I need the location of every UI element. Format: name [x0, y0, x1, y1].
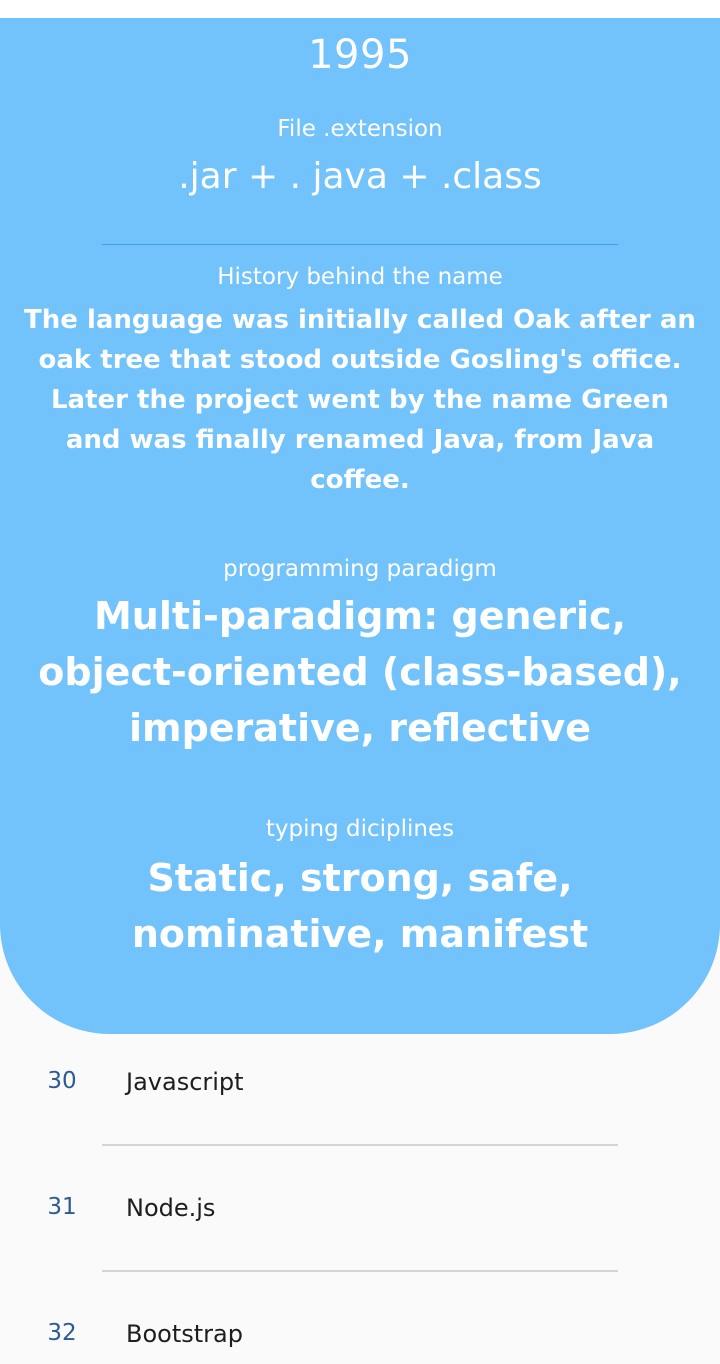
typing-label: typing diciplines	[265, 816, 455, 842]
list-item-number: 30	[47, 1068, 77, 1094]
list-item-name: Javascript	[126, 1068, 244, 1096]
paradigm-value: Multi-paradigm: generic, object-oriented…	[38, 594, 682, 750]
list-divider	[102, 1270, 618, 1272]
language-detail-card: 1995 File .extension .jar + . java + .cl…	[0, 18, 720, 1034]
history-value: The language was initially called Oak af…	[24, 305, 696, 495]
paradigm-label: programming paradigm	[223, 556, 497, 582]
list-item-name: Bootstrap	[126, 1320, 243, 1348]
status-bar	[0, 0, 720, 18]
list-item-javascript[interactable]: 30 Javascript	[0, 1052, 720, 1112]
list-item-bootstrap[interactable]: 32 Bootstrap	[0, 1304, 720, 1364]
release-year: 1995	[308, 32, 412, 78]
file-extension-value: .jar + . java + .class	[178, 156, 542, 197]
list-item-nodejs[interactable]: 31 Node.js	[0, 1178, 720, 1238]
list-divider	[102, 1144, 618, 1146]
list-item-name: Node.js	[126, 1194, 216, 1222]
history-label: History behind the name	[217, 264, 503, 290]
card-divider	[102, 244, 618, 245]
file-extension-label: File .extension	[277, 116, 443, 142]
list-item-number: 32	[47, 1320, 77, 1346]
typing-value: Static, strong, safe, nominative, manife…	[131, 856, 589, 956]
list-item-number: 31	[47, 1194, 77, 1220]
